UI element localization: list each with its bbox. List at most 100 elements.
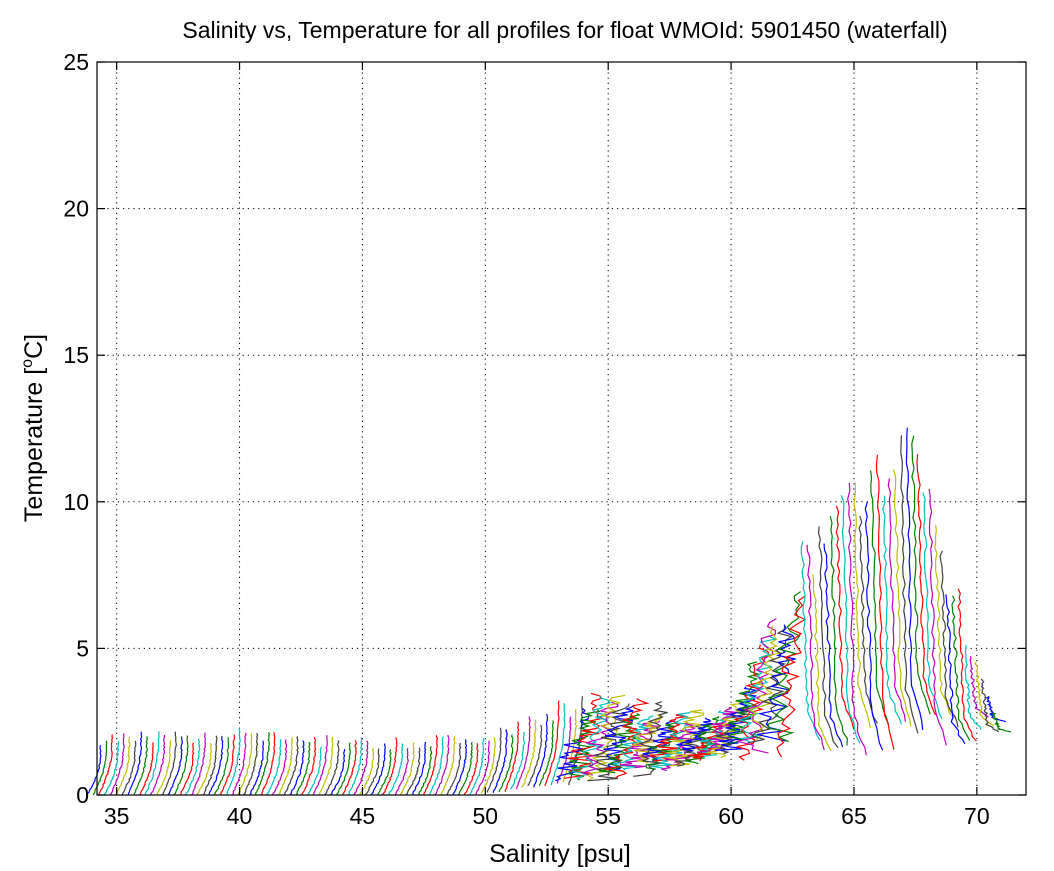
profile-line	[335, 742, 351, 796]
y-tick-label: 20	[63, 196, 89, 222]
profile-line	[411, 741, 427, 796]
profile-line	[870, 470, 890, 725]
profile-line	[599, 712, 641, 774]
x-tick-label: 60	[718, 803, 744, 829]
profile-line	[882, 495, 903, 725]
y-tick-label: 0	[76, 782, 89, 808]
profile-line	[492, 729, 508, 793]
profile-line	[527, 724, 543, 787]
profile-line	[916, 454, 936, 716]
x-tick-label: 40	[227, 803, 253, 829]
profile-line	[964, 644, 982, 730]
profile-line	[220, 734, 236, 796]
profile-line	[469, 738, 485, 796]
ticks-group: 35 40 45 50 55 60 65 70 0 5 10 15 20 25	[63, 49, 1026, 829]
grid	[97, 61, 1026, 796]
series-group	[86, 427, 1012, 796]
profile-line	[417, 746, 433, 796]
profile-line	[939, 550, 959, 728]
profile-line	[109, 733, 125, 796]
profile-line	[365, 748, 380, 796]
profile-line	[533, 713, 549, 788]
profile-line	[399, 742, 415, 796]
plot-frame	[96, 61, 1027, 796]
profile-line	[319, 736, 334, 795]
profile-line	[394, 747, 409, 796]
profile-line	[196, 742, 212, 796]
profile-line	[428, 736, 444, 796]
profile-line	[642, 720, 676, 762]
profile-line	[144, 731, 160, 796]
profile-line	[509, 731, 525, 790]
profile-line	[800, 541, 821, 741]
profile-line	[434, 734, 450, 796]
profile-line	[376, 749, 392, 796]
profile-line	[381, 737, 398, 796]
profile-line	[139, 742, 154, 796]
profile-line	[446, 742, 462, 796]
profile-line	[348, 737, 363, 796]
profile-line	[544, 700, 560, 786]
profile-line	[817, 526, 839, 749]
profile-line	[353, 740, 369, 795]
profile-line	[236, 733, 253, 796]
profile-line	[388, 743, 404, 795]
profile-line	[261, 732, 276, 796]
x-tick-label: 70	[964, 803, 990, 829]
profile-line	[115, 736, 131, 796]
profile-line	[225, 728, 241, 796]
profile-line	[632, 714, 663, 765]
profile-line	[563, 692, 605, 779]
profile-line	[905, 427, 924, 730]
profile-line	[538, 720, 555, 787]
profile-line	[242, 732, 259, 796]
profile-line	[202, 735, 218, 796]
profile-line	[457, 741, 473, 796]
profile-line	[122, 740, 137, 796]
profile-line	[185, 738, 201, 796]
profile-line	[208, 736, 224, 796]
y-tick-label: 5	[76, 635, 89, 661]
profile-line	[892, 469, 912, 727]
profile-line	[324, 740, 340, 796]
profile-line	[951, 595, 971, 741]
profile-line	[295, 741, 311, 796]
profile-line	[747, 625, 783, 741]
profile-line	[249, 740, 265, 796]
profile-line	[823, 543, 844, 748]
profile-line	[504, 721, 520, 792]
profile-line	[858, 515, 878, 724]
profile-line	[974, 661, 995, 727]
profile-line	[864, 501, 884, 751]
profile-line	[911, 435, 931, 715]
profile-line	[687, 723, 729, 762]
x-tick-label: 45	[350, 803, 376, 829]
profile-line	[612, 715, 654, 771]
profile-line	[162, 731, 177, 796]
profile-line	[173, 735, 189, 796]
y-axis-label-sup: o	[19, 359, 36, 368]
profile-line	[847, 482, 867, 756]
profile-line	[806, 544, 825, 751]
profile-line	[423, 735, 439, 796]
profile-line	[945, 594, 966, 745]
profile-line	[133, 736, 148, 796]
profile-line	[150, 734, 166, 796]
profile-line	[853, 482, 871, 729]
profile-line	[371, 743, 386, 796]
profile-line	[776, 595, 807, 758]
profile-line	[277, 737, 294, 796]
profile-line	[341, 740, 357, 796]
y-axis-label-main: Temperature [	[20, 368, 48, 522]
profile-line	[737, 635, 778, 743]
profile-line	[486, 727, 502, 793]
profile-line	[969, 656, 989, 718]
x-tick-label: 65	[841, 803, 867, 829]
profile-line	[521, 719, 537, 788]
profile-line	[156, 740, 172, 796]
profile-line	[812, 574, 832, 752]
profile-line	[307, 746, 322, 796]
profile-line	[726, 661, 761, 745]
profile-line	[231, 732, 247, 796]
